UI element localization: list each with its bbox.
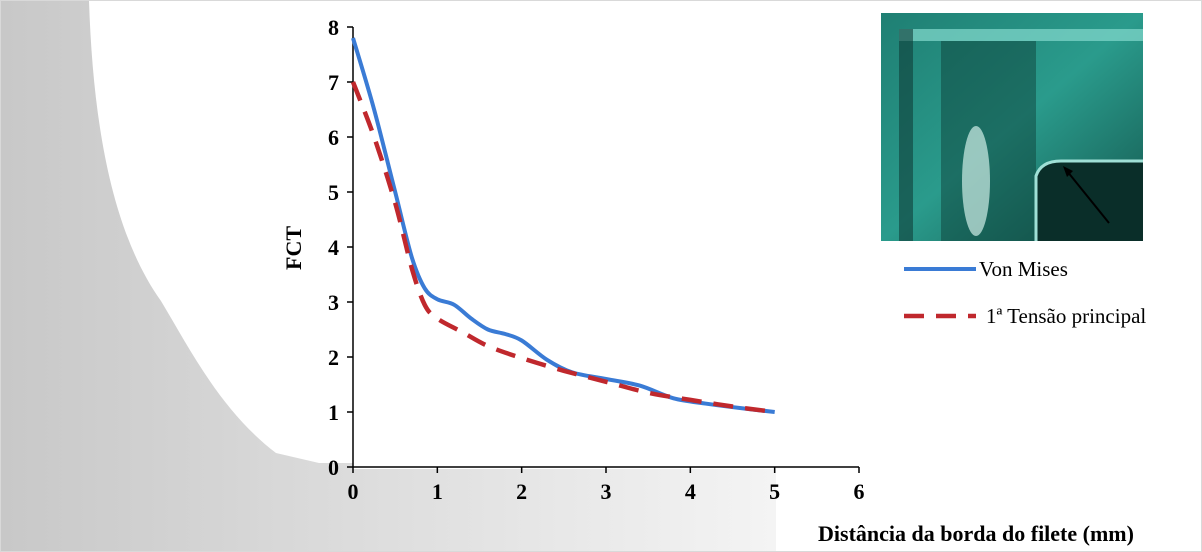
y-tick-label: 3 bbox=[328, 290, 339, 315]
legend-label-von-mises: Von Mises bbox=[979, 257, 1068, 281]
y-tick-label: 4 bbox=[328, 235, 339, 260]
y-axis-title: FCT bbox=[281, 226, 306, 270]
x-tick-label: 1 bbox=[432, 479, 443, 504]
specimen-photo bbox=[881, 13, 1143, 241]
y-tick-label: 8 bbox=[328, 15, 339, 40]
x-tick-label: 6 bbox=[854, 479, 865, 504]
y-tick-label: 0 bbox=[328, 455, 339, 480]
y-tick-label: 2 bbox=[328, 345, 339, 370]
fillet-background-shape bbox=[1, 1, 776, 551]
x-tick-group: 0 1 2 3 4 5 6 bbox=[348, 467, 865, 504]
y-tick-group: 0 1 2 3 4 5 6 7 8 bbox=[328, 15, 353, 480]
legend-label-tensao-principal: 1ª Tensão principal bbox=[986, 304, 1146, 328]
y-tick-label: 6 bbox=[328, 125, 339, 150]
x-axis-title: Distância da borda do filete (mm) bbox=[818, 521, 1134, 546]
legend: Von Mises 1ª Tensão principal bbox=[904, 257, 1146, 328]
y-tick-label: 5 bbox=[328, 180, 339, 205]
series-line-von-mises bbox=[351, 37, 775, 414]
x-tick-label: 2 bbox=[516, 479, 527, 504]
x-tick-label: 4 bbox=[685, 479, 696, 504]
y-tick-label: 7 bbox=[328, 70, 339, 95]
x-tick-label: 0 bbox=[348, 479, 359, 504]
x-tick-label: 3 bbox=[601, 479, 612, 504]
y-tick-label: 1 bbox=[328, 400, 339, 425]
x-tick-label: 5 bbox=[769, 479, 780, 504]
series-group bbox=[350, 37, 775, 415]
series-line-tensao-principal bbox=[350, 81, 775, 415]
